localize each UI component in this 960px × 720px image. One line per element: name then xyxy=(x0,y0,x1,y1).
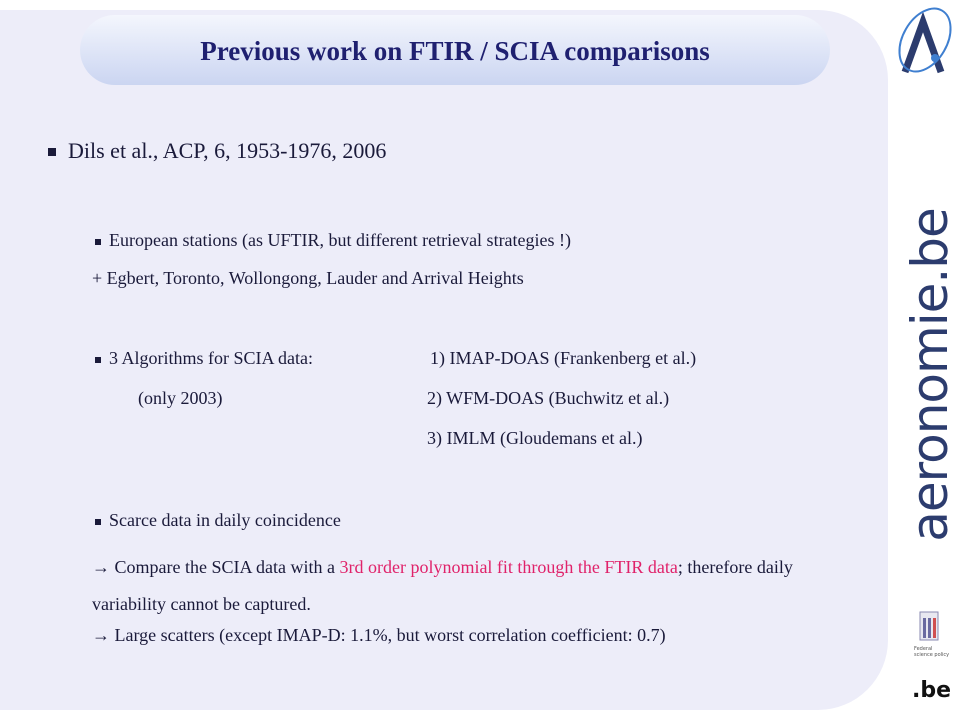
domain-logo: .be xyxy=(912,678,952,703)
logo-a xyxy=(898,7,952,74)
algorithm: 3) IMLM (Gloudemans et al.) xyxy=(427,428,643,448)
policy-text: Federal science policy xyxy=(914,646,950,658)
item: → Large scatters (except IMAP-D: 1.1%, b… xyxy=(92,625,666,645)
title: Previous work on FTIR / SCIA comparisons xyxy=(200,36,710,66)
title-pill xyxy=(80,15,830,85)
highlight: 3rd order polynomial fit through the FTI… xyxy=(339,557,678,577)
item: Scarce data in daily coincidence xyxy=(109,510,341,530)
item: + Egbert, Toronto, Wollongong, Lauder an… xyxy=(92,268,524,288)
bullet xyxy=(95,519,101,525)
bullet xyxy=(48,148,56,156)
bullet xyxy=(95,357,101,363)
text: → Compare the SCIA data with a xyxy=(92,557,340,577)
bullet xyxy=(95,239,101,245)
policy-logo xyxy=(919,611,939,641)
algorithm: 1) IMAP-DOAS (Frankenberg et al.) xyxy=(430,348,697,368)
item: European stations (as UFTIR, but differe… xyxy=(109,230,572,250)
algorithm: 2) WFM-DOAS (Buchwitz et al.) xyxy=(427,388,670,408)
text: ; therefore daily variability cannot be … xyxy=(92,557,793,614)
site-logo: aeronomie.be xyxy=(901,208,959,542)
reference: Dils et al., ACP, 6, 1953-1976, 2006 xyxy=(68,138,387,163)
item: (only 2003) xyxy=(138,388,223,408)
panel xyxy=(0,10,888,710)
item: 3 Algorithms for SCIA data: xyxy=(109,348,313,368)
item: → Compare the SCIA data with a 3rd order… xyxy=(92,549,852,623)
